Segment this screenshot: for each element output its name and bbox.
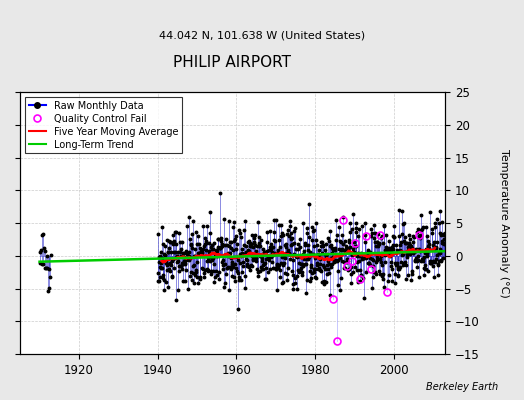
Legend: Raw Monthly Data, Quality Control Fail, Five Year Moving Average, Long-Term Tren: Raw Monthly Data, Quality Control Fail, … [25, 97, 182, 153]
Y-axis label: Temperature Anomaly (°C): Temperature Anomaly (°C) [499, 149, 509, 298]
Text: 44.042 N, 101.638 W (United States): 44.042 N, 101.638 W (United States) [159, 30, 365, 40]
Text: Berkeley Earth: Berkeley Earth [425, 382, 498, 392]
Title: PHILIP AIRPORT: PHILIP AIRPORT [173, 55, 291, 70]
